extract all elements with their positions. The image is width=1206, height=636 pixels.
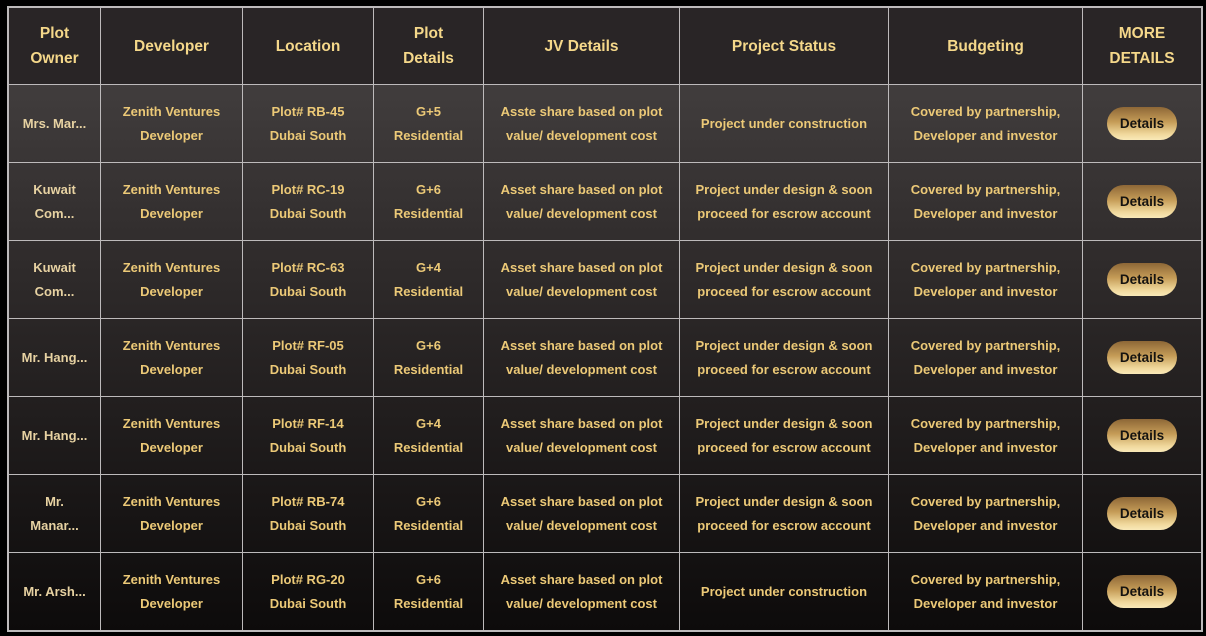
column-header-jv-details: JV Details [484, 8, 680, 84]
column-header-plot-details: Plot Details [374, 8, 484, 84]
cell-developer: Zenith Ventures Developer [101, 475, 243, 552]
cell-plot-owner: Mr. Manar... [9, 475, 101, 552]
details-button[interactable]: Details [1107, 341, 1177, 374]
cell-jv-details: Asset share based on plot value/ developm… [484, 475, 680, 552]
cell-project-status: Project under design & soon proceed for e… [680, 319, 889, 396]
table-row: Mrs. Mar... Zenith Ventures Developer Plo… [9, 84, 1201, 162]
cell-plot-owner: Kuwait Com... [9, 241, 101, 318]
cell-jv-details: Asset share based on plot value/ developm… [484, 163, 680, 240]
cell-developer: Zenith Ventures Developer [101, 553, 243, 630]
cell-project-status: Project under design & soon proceed for e… [680, 475, 889, 552]
cell-plot-owner: Mr. Hang... [9, 319, 101, 396]
cell-more-details: Details [1083, 475, 1201, 552]
cell-project-status: Project under construction [680, 85, 889, 162]
cell-location: Plot# RB-74 Dubai South [243, 475, 374, 552]
cell-location: Plot# RF-14 Dubai South [243, 397, 374, 474]
cell-plot-details: G+6 Residential [374, 163, 484, 240]
cell-location: Plot# RG-20 Dubai South [243, 553, 374, 630]
cell-project-status: Project under design & soon proceed for e… [680, 397, 889, 474]
cell-budgeting: Covered by partnership, Developer and inv… [889, 319, 1083, 396]
table-body: Mrs. Mar... Zenith Ventures Developer Plo… [9, 84, 1201, 630]
cell-jv-details: Asset share based on plot value/ developm… [484, 553, 680, 630]
table-row: Mr. Hang... Zenith Ventures Developer Plo… [9, 396, 1201, 474]
cell-plot-details: G+5 Residential [374, 85, 484, 162]
cell-jv-details: Asset share based on plot value/ developm… [484, 319, 680, 396]
cell-location: Plot# RF-05 Dubai South [243, 319, 374, 396]
details-button[interactable]: Details [1107, 107, 1177, 140]
cell-project-status: Project under design & soon proceed for e… [680, 163, 889, 240]
cell-developer: Zenith Ventures Developer [101, 163, 243, 240]
cell-budgeting: Covered by partnership, Developer and inv… [889, 85, 1083, 162]
cell-plot-owner: Mr. Arsh... [9, 553, 101, 630]
details-button[interactable]: Details [1107, 419, 1177, 452]
cell-more-details: Details [1083, 163, 1201, 240]
table-row: Mr. Hang... Zenith Ventures Developer Plo… [9, 318, 1201, 396]
cell-jv-details: Asset share based on plot value/ developm… [484, 241, 680, 318]
column-header-location: Location [243, 8, 374, 84]
column-header-developer: Developer [101, 8, 243, 84]
cell-more-details: Details [1083, 241, 1201, 318]
cell-budgeting: Covered by partnership, Developer and inv… [889, 241, 1083, 318]
details-button[interactable]: Details [1107, 263, 1177, 296]
cell-budgeting: Covered by partnership, Developer and inv… [889, 397, 1083, 474]
cell-location: Plot# RC-63 Dubai South [243, 241, 374, 318]
cell-project-status: Project under design & soon proceed for e… [680, 241, 889, 318]
cell-developer: Zenith Ventures Developer [101, 241, 243, 318]
cell-jv-details: Asste share based on plot value/ developm… [484, 85, 680, 162]
cell-location: Plot# RC-19 Dubai South [243, 163, 374, 240]
cell-more-details: Details [1083, 397, 1201, 474]
details-button[interactable]: Details [1107, 575, 1177, 608]
table-row: Mr. Manar... Zenith Ventures Developer Plo… [9, 474, 1201, 552]
cell-budgeting: Covered by partnership, Developer and inv… [889, 475, 1083, 552]
cell-plot-details: G+6 Residential [374, 553, 484, 630]
details-button[interactable]: Details [1107, 497, 1177, 530]
cell-plot-owner: Mr. Hang... [9, 397, 101, 474]
cell-developer: Zenith Ventures Developer [101, 397, 243, 474]
details-button[interactable]: Details [1107, 185, 1177, 218]
cell-developer: Zenith Ventures Developer [101, 319, 243, 396]
cell-plot-owner: Mrs. Mar... [9, 85, 101, 162]
cell-more-details: Details [1083, 319, 1201, 396]
cell-plot-owner: Kuwait Com... [9, 163, 101, 240]
table-row: Kuwait Com... Zenith Ventures Developer Pl… [9, 240, 1201, 318]
cell-more-details: Details [1083, 553, 1201, 630]
column-header-more-details: MORE DETAILS [1109, 25, 1175, 67]
cell-plot-details: G+4 Residential [374, 241, 484, 318]
cell-developer: Zenith Ventures Developer [101, 85, 243, 162]
cell-jv-details: Asset share based on plot value/ developm… [484, 397, 680, 474]
cell-budgeting: Covered by partnership, Developer and inv… [889, 163, 1083, 240]
cell-more-details: Details [1083, 85, 1201, 162]
table-row: Mr. Arsh... Zenith Ventures Developer Plo… [9, 552, 1201, 630]
column-header-plot-owner: Plot Owner [9, 8, 101, 84]
cell-plot-details: G+4 Residential [374, 397, 484, 474]
cell-location: Plot# RB-45 Dubai South [243, 85, 374, 162]
table-row: Kuwait Com... Zenith Ventures Developer Pl… [9, 162, 1201, 240]
cell-project-status: Project under construction [680, 553, 889, 630]
cell-plot-details: G+6 Residential [374, 475, 484, 552]
column-header-project-status: Project Status [680, 8, 889, 84]
cell-plot-details: G+6 Residential [374, 319, 484, 396]
table-header-row: Plot Owner Developer Location Plot Details… [9, 8, 1201, 84]
column-header-budgeting: Budgeting [889, 8, 1083, 84]
projects-table: Plot Owner Developer Location Plot Details… [7, 6, 1203, 632]
cell-budgeting: Covered by partnership, Developer and inv… [889, 553, 1083, 630]
